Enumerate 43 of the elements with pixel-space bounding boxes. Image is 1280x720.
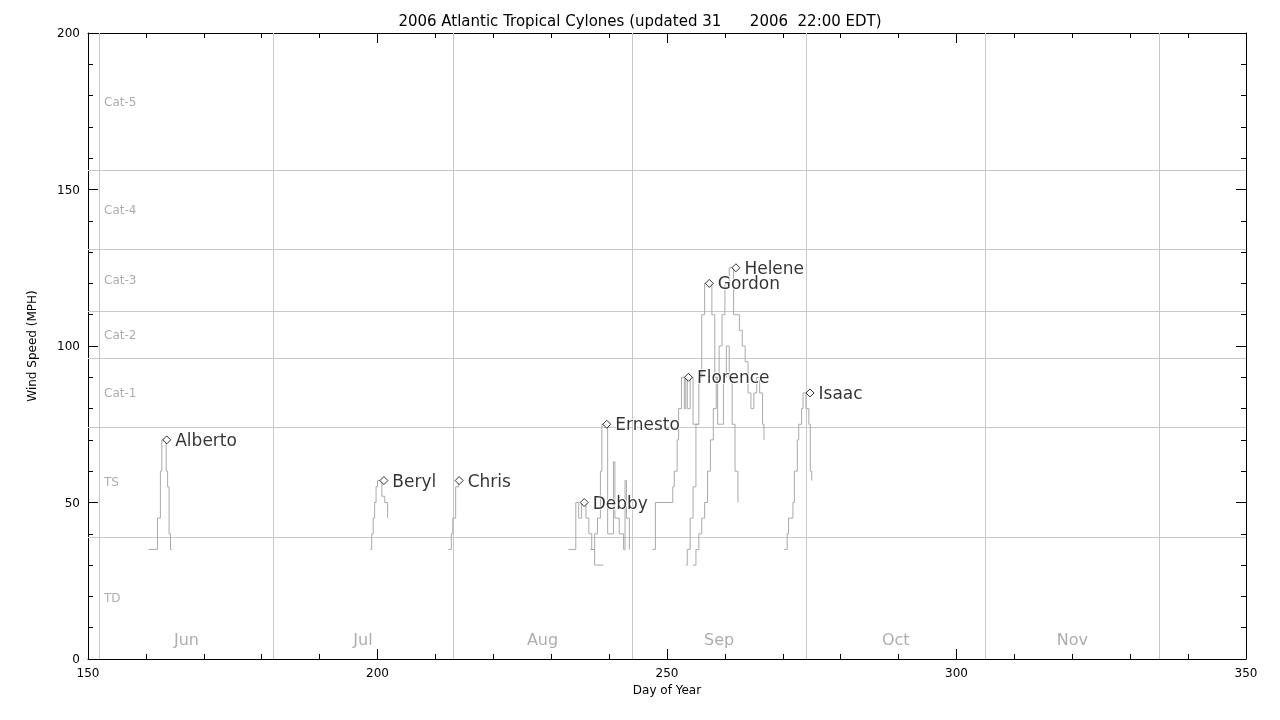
series-label: Beryl: [392, 470, 437, 491]
annotation: TS: [103, 475, 119, 490]
series-label: Chris: [467, 470, 511, 491]
series-label: Florence: [696, 367, 770, 388]
y-tick-label: 100: [57, 339, 80, 353]
point: [805, 388, 815, 398]
point: [379, 476, 389, 486]
annotation: Aug: [526, 629, 559, 649]
point: [579, 498, 589, 507]
annotation: TD: [103, 590, 121, 605]
point: [602, 419, 612, 429]
annotation: Cat-4: [104, 202, 137, 217]
annotation: Nov: [1056, 629, 1088, 649]
annotation: Oct: [881, 629, 910, 649]
series-label: Alberto: [175, 429, 237, 450]
series-label: Debby: [592, 492, 648, 513]
y-tick-label: 150: [57, 182, 80, 197]
annotation: Jul: [352, 629, 373, 649]
y-tick-label: 200: [57, 26, 80, 40]
series-label: Gordon: [717, 273, 780, 294]
x-tick-label: 350: [1234, 666, 1258, 680]
annotation: Cat-5: [104, 94, 137, 109]
point: [731, 263, 741, 273]
annotation: Jun: [172, 629, 199, 649]
point: [683, 372, 693, 382]
x-tick-label: 200: [366, 666, 389, 680]
y-tick-label: 0: [72, 652, 80, 666]
y-axis-title: Wind Speed (MPH): [25, 290, 39, 402]
annotation: Cat-3: [104, 273, 137, 288]
series-label: Isaac: [818, 382, 863, 403]
point: [454, 476, 464, 486]
x-tick-label: 250: [655, 666, 679, 680]
annotation: Sep: [704, 629, 735, 649]
x-axis-title: Day of Year: [632, 682, 702, 697]
chart-title: 2006 Atlantic Tropical Cylones (updated 31 2006 22:00 EDT): [398, 11, 882, 30]
x-tick-label: 150: [76, 666, 100, 680]
annotation: Cat-2: [104, 328, 137, 343]
x-tick-label: 300: [945, 666, 968, 680]
series-label: Ernesto: [615, 414, 680, 435]
point: [704, 278, 714, 288]
y-tick-label: 50: [64, 495, 80, 510]
point: [162, 435, 172, 445]
annotation: Cat-1: [104, 385, 137, 400]
